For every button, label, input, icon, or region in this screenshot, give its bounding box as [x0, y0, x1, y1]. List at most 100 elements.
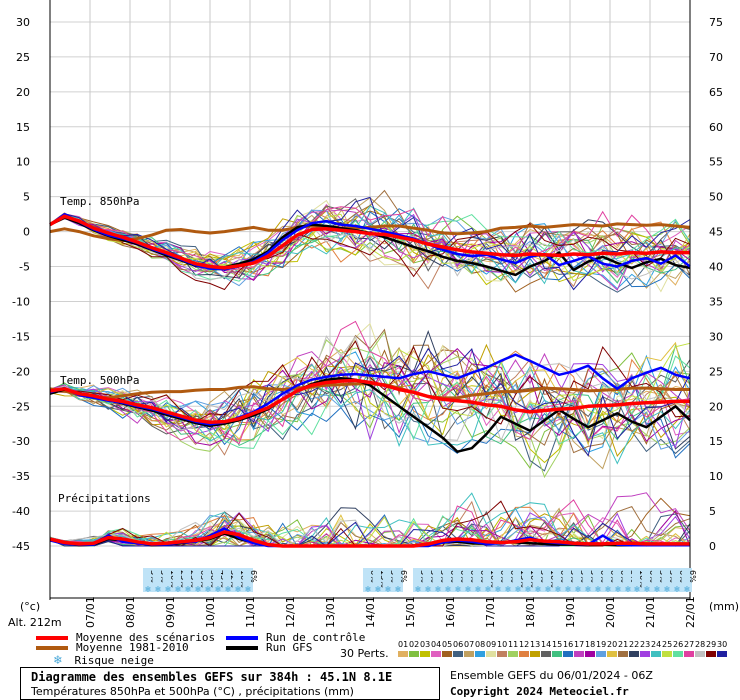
snowflake-icon: ❄: [634, 585, 640, 595]
snow-risk-cell: [143, 568, 153, 592]
right-tick-label: 40: [709, 261, 723, 274]
t500-gfs-line: [49, 377, 691, 453]
perturbations-label: 30 Perts.: [340, 647, 389, 660]
snowflake-icon: ❄: [195, 585, 201, 595]
snow-risk-value: 6%: [249, 570, 258, 583]
snow-risk-cell: [173, 568, 183, 592]
right-tick-label: 65: [709, 86, 723, 99]
legend-label-mean: Moyenne des scénarios: [76, 631, 216, 644]
chart-title: Diagramme des ensembles GEFS sur 384h : …: [31, 670, 393, 684]
perturbation-swatch: [695, 651, 705, 657]
snow-risk-row: 3%❄3%❄10%❄23%❄23%❄65%❄58%❄45%❄32%❄10%❄6%…: [143, 568, 697, 595]
snowflake-icon: ❄: [155, 585, 161, 595]
right-tick-label: 45: [709, 226, 723, 239]
perturbation-number: 15: [552, 640, 563, 649]
snowflake-icon: ❄: [215, 585, 221, 595]
snowflake-icon: ❄: [54, 653, 62, 668]
left-tick-label: 10: [16, 156, 30, 169]
snow-risk-cell: [553, 568, 563, 592]
date-tick-label: 19/01: [564, 596, 577, 628]
snowflake-icon: ❄: [625, 585, 631, 595]
left-tick-label: -40: [12, 505, 30, 518]
snow-risk-cell: [453, 568, 463, 592]
snow-risk-cell: [672, 568, 682, 592]
snow-risk-cell: [652, 568, 662, 592]
snow-risk-cell: [183, 568, 193, 592]
perturbation-swatch: [453, 651, 463, 657]
perturbation-number: 12: [519, 640, 530, 649]
snowflake-icon: ❄: [145, 585, 151, 595]
perturbation-number: 11: [508, 640, 519, 649]
date-tick-label: 12/01: [284, 596, 297, 628]
right-tick-label: 75: [709, 16, 723, 29]
legend-swatch-mean: [36, 636, 68, 640]
snow-risk-cell: [613, 568, 623, 592]
left-tick-label: 30: [16, 16, 30, 29]
t500-mean-line: [49, 378, 690, 425]
date-tick-label: 17/01: [484, 596, 497, 628]
perturbation-number: 08: [475, 640, 486, 649]
perturbation-swatch: [442, 651, 452, 657]
title-box: Diagramme des ensembles GEFS sur 384h : …: [20, 667, 440, 700]
perturbation-swatch: [706, 651, 716, 657]
left-axis-unit: (°c): [20, 600, 40, 613]
t850-climatology-line: [49, 222, 691, 243]
snowflake-icon: ❄: [385, 585, 391, 595]
snowflake-icon: ❄: [664, 585, 670, 595]
snow-risk-cell: [583, 568, 593, 592]
perturbation-number: 30: [717, 640, 728, 649]
left-tick-label: -25: [12, 400, 30, 413]
perturbation-number: 28: [695, 640, 706, 649]
ensemble-chart: 302520151050-5-10-15-20-25-30-35-40-4575…: [8, 0, 739, 629]
perturbation-line: [49, 320, 691, 445]
snow-risk-cell: [493, 568, 503, 592]
perturbation-swatch: [607, 651, 617, 657]
perturbation-swatch: [508, 651, 518, 657]
snow-risk-cell: [682, 568, 692, 592]
snowflake-icon: ❄: [684, 585, 690, 595]
snow-risk-cell: [573, 568, 583, 592]
copyright: Copyright 2024 Meteociel.fr: [450, 685, 629, 698]
left-tick-label: 25: [16, 51, 30, 64]
perturbation-number: 17: [574, 640, 585, 649]
perturbation-number: 24: [651, 640, 662, 649]
snowflake-icon: ❄: [495, 585, 501, 595]
snow-risk-cell: [223, 568, 233, 592]
left-tick-label: 20: [16, 86, 30, 99]
right-tick-label: 50: [709, 191, 723, 204]
snowflake-icon: ❄: [175, 585, 181, 595]
perturbation-number: 10: [497, 640, 508, 649]
snowflake-icon: ❄: [245, 585, 251, 595]
perturbation-number: 05: [442, 640, 453, 649]
legend: Moyenne des scénarios Moyenne 1981-2010 …: [30, 630, 410, 666]
perturbation-swatch: [486, 651, 496, 657]
snow-risk-cell: [233, 568, 243, 592]
perturbation-swatch: [629, 651, 639, 657]
snowflake-icon: ❄: [654, 585, 660, 595]
right-tick-label: 35: [709, 295, 723, 308]
snow-risk-cell: [473, 568, 483, 592]
snow-risk-cell: [642, 568, 652, 592]
left-tick-label: 5: [23, 191, 30, 204]
date-tick-label: 18/01: [524, 596, 537, 628]
perturbation-swatch: [519, 651, 529, 657]
perturbation-number: 23: [640, 640, 651, 649]
snowflake-icon: ❄: [644, 585, 650, 595]
perturbation-number: 01: [398, 640, 409, 649]
perturbation-number: 16: [563, 640, 574, 649]
snowflake-icon: ❄: [545, 585, 551, 595]
snow-risk-cell: [443, 568, 453, 592]
perturbation-number: 03: [420, 640, 431, 649]
snow-risk-cell: [153, 568, 163, 592]
perturbation-swatch: [717, 651, 727, 657]
perturbation-swatch: [541, 651, 551, 657]
date-tick-label: 09/01: [164, 596, 177, 628]
perturbation-swatch: [662, 651, 672, 657]
snowflake-icon: ❄: [375, 585, 381, 595]
right-tick-label: 70: [709, 51, 723, 64]
left-tick-label: -45: [12, 540, 30, 553]
main-series: [49, 212, 691, 548]
date-tick-label: 13/01: [324, 596, 337, 628]
left-tick-label: 15: [16, 121, 30, 134]
legend-item-snow: ❄ Risque neige: [54, 653, 154, 668]
